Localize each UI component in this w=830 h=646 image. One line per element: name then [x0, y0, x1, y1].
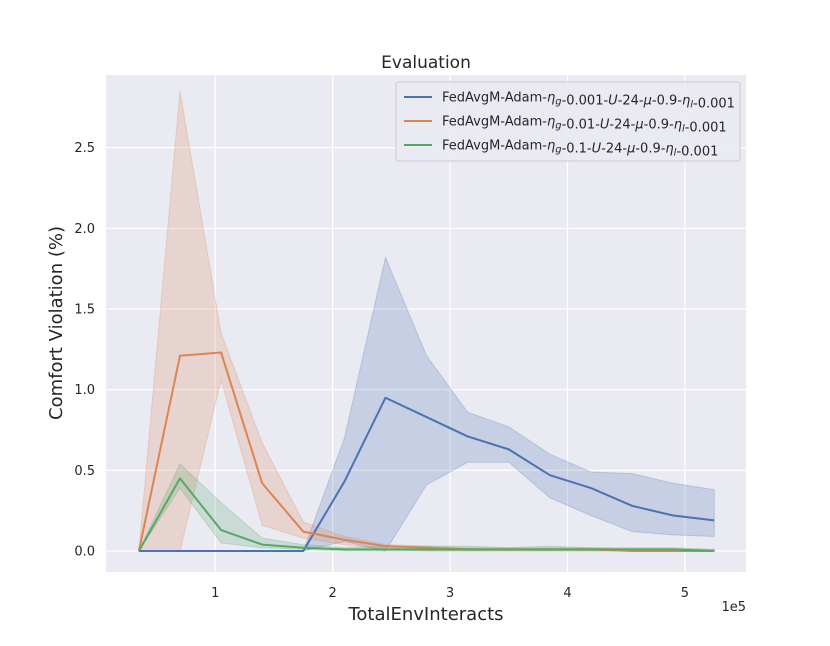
chart-title: Evaluation [381, 53, 471, 73]
y-tick-label: 1.5 [74, 302, 95, 317]
y-tick-label: 2.0 [74, 222, 95, 237]
y-tick-label: 0.5 [74, 464, 95, 479]
x-tick-label: 3 [446, 586, 454, 601]
confidence-band-1 [138, 255, 715, 552]
series-line-3 [138, 477, 715, 553]
y-tick-label: 2.5 [74, 141, 95, 156]
legend: FedAvgM-Adam-ηg-0.001-U-24-μ-0.9-ηl-0.00… [395, 81, 741, 162]
x-tick-label: 5 [681, 586, 689, 601]
y-axis-label: Comfort Violation (%) [46, 226, 67, 420]
y-tick-label: 0.0 [74, 545, 95, 560]
series-line-1 [138, 396, 715, 553]
legend-box [395, 81, 741, 162]
x-tick-label: 2 [329, 586, 337, 601]
x-tick-label: 4 [563, 586, 571, 601]
y-tick-labels: 0.0 0.5 1.0 1.5 2.0 2.5 [74, 141, 95, 559]
series-lines [137, 351, 715, 553]
series-line-2 [137, 351, 715, 553]
x-tick-label: 1 [211, 586, 219, 601]
x-axis-label: TotalEnvInteracts [347, 604, 503, 625]
x-offset-label: 1e5 [721, 600, 746, 615]
legend-label-2: FedAvgM-Adam-ηg-0.01-U-24-μ-0.9-ηl-0.001 [442, 115, 727, 136]
legend-label-1: FedAvgM-Adam-ηg-0.001-U-24-μ-0.9-ηl-0.00… [442, 91, 735, 112]
y-tick-label: 1.0 [74, 383, 95, 398]
x-tick-labels: 1 2 3 4 5 [211, 586, 689, 601]
legend-label-3: FedAvgM-Adam-ηg-0.1-U-24-μ-0.9-ηl-0.001 [442, 139, 718, 160]
